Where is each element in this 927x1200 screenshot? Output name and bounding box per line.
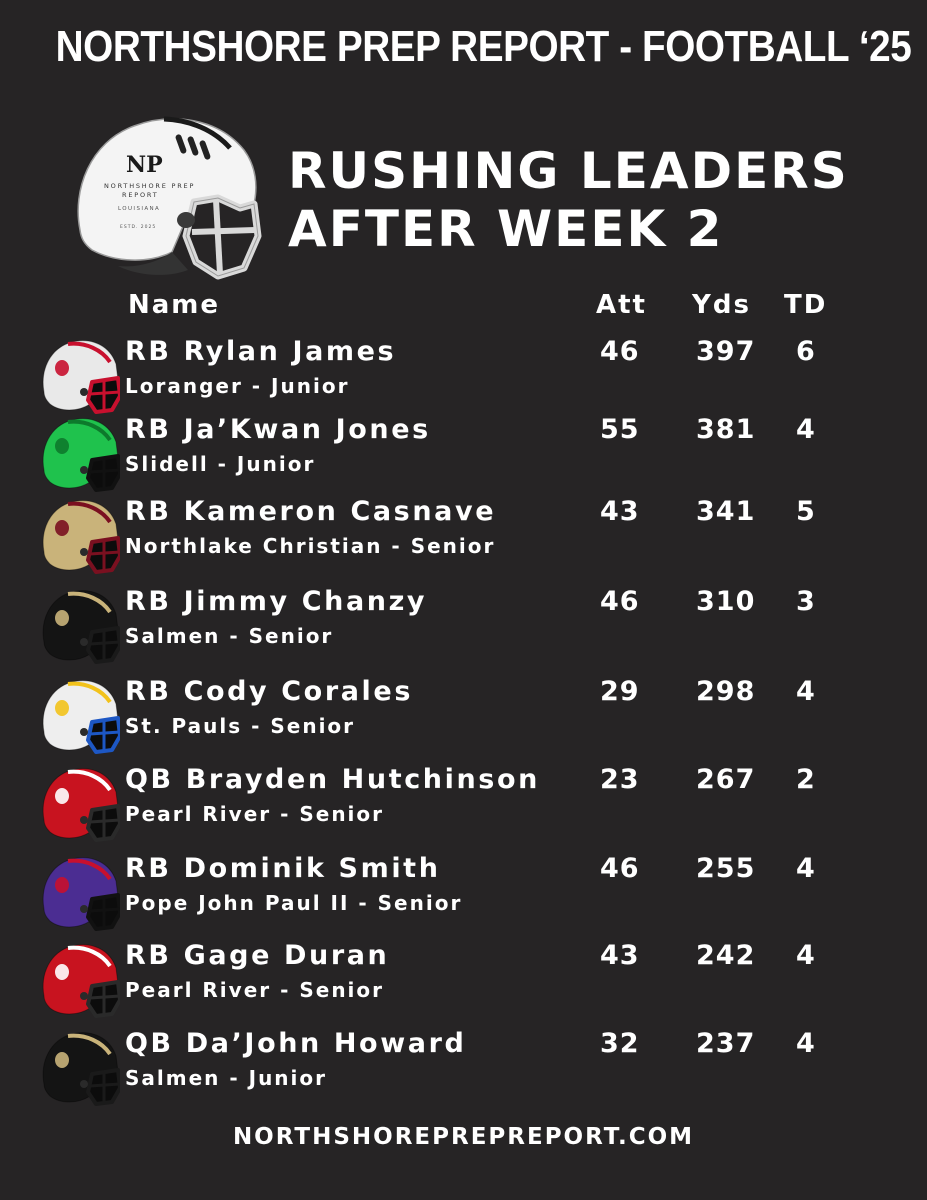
- team-helmet-icon: [42, 857, 120, 931]
- stat-td: 4: [796, 1028, 816, 1059]
- column-header-name: Name: [128, 290, 221, 320]
- team-helmet-icon: [42, 500, 120, 574]
- column-header-td: TD: [784, 290, 828, 320]
- stat-att: 29: [600, 676, 640, 707]
- leader-row: RB Dominik Smith Pope John Paul II - Seni…: [0, 853, 927, 939]
- stat-td: 6: [796, 336, 816, 367]
- leader-row: QB Brayden Hutchinson Pearl River - Senio…: [0, 764, 927, 850]
- stat-yds: 242: [696, 940, 756, 971]
- logo-established: ESTD. 2025: [120, 224, 156, 230]
- headline-line2: AFTER WEEK 2: [288, 200, 724, 258]
- player-name: RB Gage Duran: [125, 940, 390, 971]
- stat-att: 43: [600, 496, 640, 527]
- player-name: QB Da’John Howard: [125, 1028, 467, 1059]
- stat-td: 5: [796, 496, 816, 527]
- headline-line1: RUSHING LEADERS: [288, 142, 849, 200]
- stat-yds: 255: [696, 853, 756, 884]
- leader-row: RB Kameron Casnave Northlake Christian - …: [0, 496, 927, 582]
- stat-att: 46: [600, 586, 640, 617]
- player-school: St. Pauls - Senior: [125, 714, 356, 738]
- column-header-yds: Yds: [692, 290, 751, 320]
- stat-td: 4: [796, 414, 816, 445]
- player-name: RB Ja’Kwan Jones: [125, 414, 431, 445]
- player-name: RB Rylan James: [125, 336, 397, 367]
- stat-att: 32: [600, 1028, 640, 1059]
- player-school: Salmen - Senior: [125, 624, 334, 648]
- player-school: Pearl River - Senior: [125, 802, 385, 826]
- player-school: Loranger - Junior: [125, 374, 350, 398]
- stat-td: 4: [796, 940, 816, 971]
- stat-td: 4: [796, 853, 816, 884]
- column-header-att: Att: [596, 290, 647, 320]
- logo-name-line1: NORTHSHORE PREP: [104, 182, 195, 190]
- player-name: RB Kameron Casnave: [125, 496, 497, 527]
- stat-yds: 310: [696, 586, 756, 617]
- team-helmet-icon: [42, 680, 120, 754]
- leader-row: RB Cody Corales St. Pauls - Senior 29 298 4: [0, 676, 927, 762]
- team-helmet-icon: [42, 944, 120, 1018]
- stat-td: 2: [796, 764, 816, 795]
- stat-yds: 341: [696, 496, 756, 527]
- leader-row: RB Rylan James Loranger - Junior 46 397 6: [0, 336, 927, 422]
- stat-att: 46: [600, 853, 640, 884]
- leader-row: QB Da’John Howard Salmen - Junior 32 237 4: [0, 1028, 927, 1114]
- logo-region: LOUISIANA: [118, 206, 160, 212]
- player-school: Northlake Christian - Senior: [125, 534, 496, 558]
- logo-initials: NP: [126, 152, 163, 178]
- leader-row: RB Gage Duran Pearl River - Senior 43 242 4: [0, 940, 927, 1026]
- player-school: Salmen - Junior: [125, 1066, 328, 1090]
- player-name: RB Cody Corales: [125, 676, 413, 707]
- leader-row: RB Ja’Kwan Jones Slidell - Junior 55 381 4: [0, 414, 927, 500]
- stat-td: 3: [796, 586, 816, 617]
- team-helmet-icon: [42, 1032, 120, 1106]
- player-school: Pope John Paul II - Senior: [125, 891, 463, 915]
- stat-yds: 237: [696, 1028, 756, 1059]
- stat-att: 55: [600, 414, 640, 445]
- stat-yds: 381: [696, 414, 756, 445]
- stat-att: 43: [600, 940, 640, 971]
- player-name: RB Jimmy Chanzy: [125, 586, 428, 617]
- leader-row: RB Jimmy Chanzy Salmen - Senior 46 310 3: [0, 586, 927, 672]
- footer-website[interactable]: NORTHSHOREPREPREPORT.COM: [232, 1124, 695, 1150]
- stat-att: 46: [600, 336, 640, 367]
- team-helmet-icon: [42, 590, 120, 664]
- player-name: RB Dominik Smith: [125, 853, 441, 884]
- team-helmet-icon: [42, 768, 120, 842]
- headline: RUSHING LEADERS AFTER WEEK 2: [288, 142, 849, 258]
- team-helmet-icon: [42, 418, 120, 492]
- logo-name-line2: REPORT: [122, 191, 158, 199]
- stat-att: 23: [600, 764, 640, 795]
- player-school: Slidell - Junior: [125, 452, 316, 476]
- stat-yds: 298: [696, 676, 756, 707]
- page-title: NORTHSHORE PREP REPORT - FOOTBALL ‘25: [55, 22, 912, 71]
- player-school: Pearl River - Senior: [125, 978, 385, 1002]
- team-helmet-icon: [42, 340, 120, 414]
- stat-yds: 267: [696, 764, 756, 795]
- stat-td: 4: [796, 676, 816, 707]
- stat-yds: 397: [696, 336, 756, 367]
- player-name: QB Brayden Hutchinson: [125, 764, 540, 795]
- helmet-logo-icon: NP NORTHSHORE PREP REPORT LOUISIANA ESTD…: [77, 116, 262, 280]
